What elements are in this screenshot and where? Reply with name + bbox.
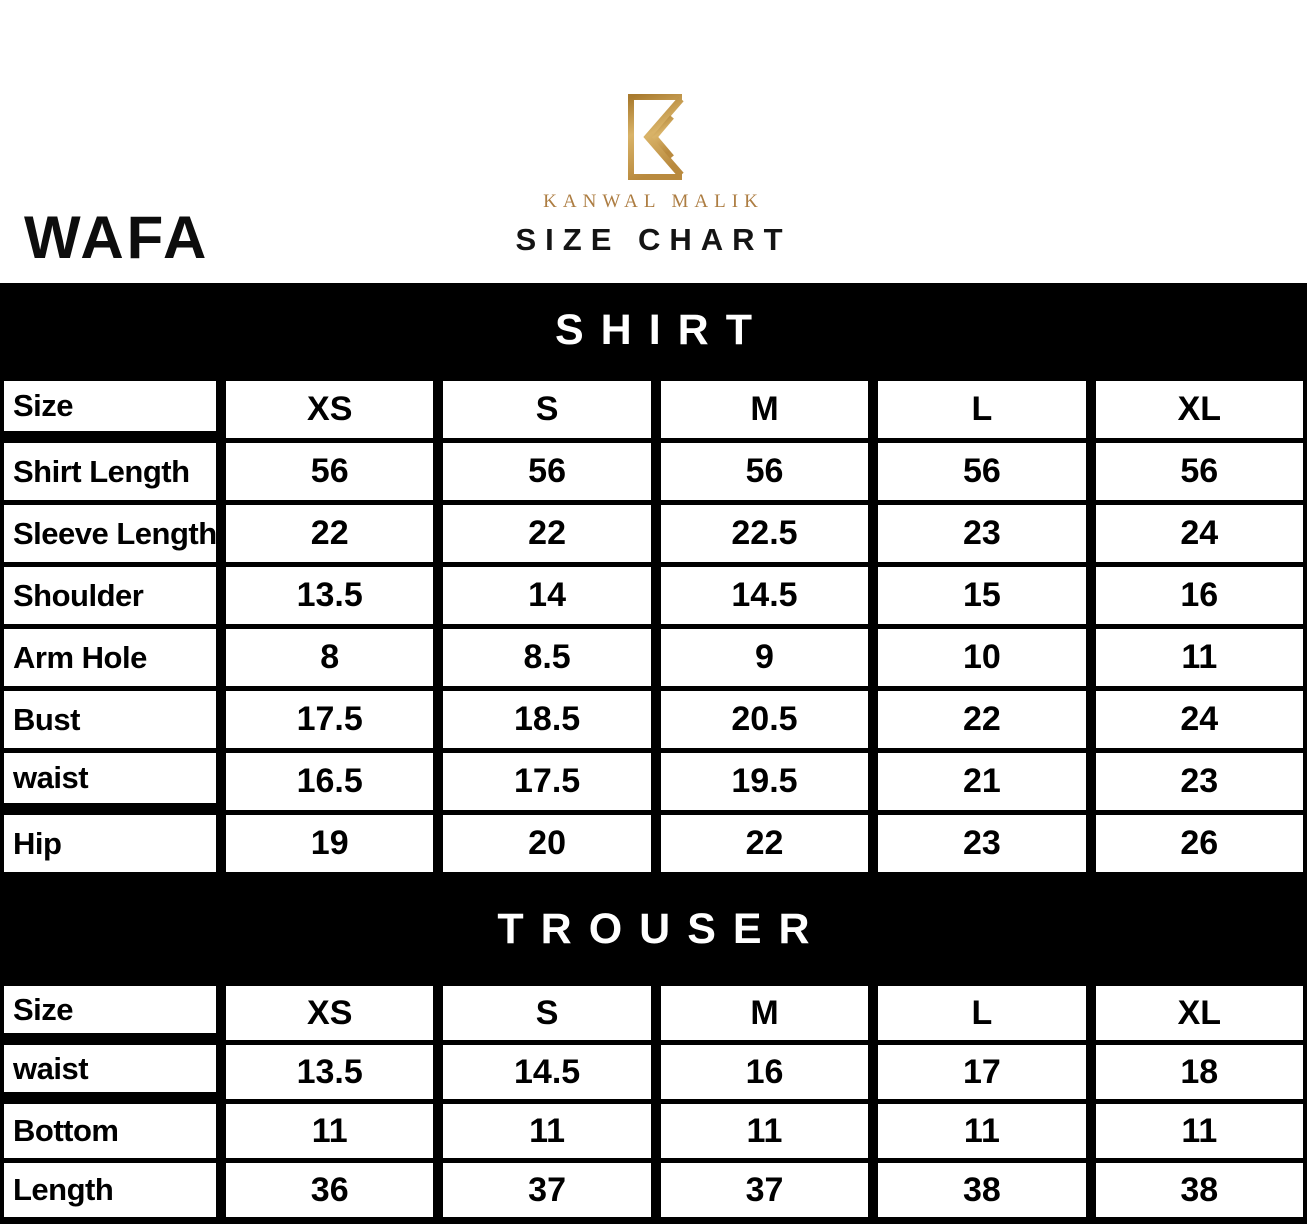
shirt-cell: 17.5: [226, 691, 434, 748]
brand-logo-block: KANWAL MALIK SIZE CHART: [424, 90, 884, 258]
trouser-cell: 18: [1095, 1045, 1303, 1099]
shirt-cell: 17.5: [443, 753, 651, 810]
shirt-row-label: Sleeve Length: [4, 505, 216, 562]
header: WAFA: [0, 0, 1307, 283]
trouser-header-s: S: [443, 986, 651, 1040]
trouser-cell: 16: [660, 1045, 869, 1099]
shirt-row-label: Hip: [4, 815, 216, 872]
shirt-cell: 56: [1095, 443, 1303, 500]
brand-name: KANWAL MALIK: [543, 191, 764, 212]
shirt-cell: 14.5: [660, 567, 869, 624]
shirt-header-l: L: [878, 381, 1086, 438]
shirt-cell: 16: [1095, 567, 1303, 624]
shirt-cell: 26: [1095, 815, 1303, 872]
trouser-section-title: TROUSER: [497, 904, 827, 953]
shirt-header-s: S: [443, 381, 651, 438]
trouser-cell: 11: [878, 1104, 1086, 1158]
shirt-cell: 16.5: [226, 753, 434, 810]
trouser-cell: 11: [443, 1104, 651, 1158]
trouser-row-label: waist: [4, 1045, 216, 1099]
shirt-cell: 8.5: [443, 629, 651, 686]
trouser-cell: 13.5: [226, 1045, 434, 1099]
shirt-header-xs: XS: [226, 381, 434, 438]
shirt-header-xl: XL: [1095, 381, 1303, 438]
trouser-cell: 37: [443, 1163, 651, 1217]
shirt-cell: 23: [1095, 753, 1303, 810]
shirt-cell: 23: [878, 815, 1086, 872]
shirt-cell: 56: [660, 443, 869, 500]
shirt-cell: 24: [1095, 691, 1303, 748]
shirt-cell: 22: [878, 691, 1086, 748]
trouser-cell: 36: [226, 1163, 434, 1217]
shirt-cell: 22: [660, 815, 869, 872]
shirt-section-title: SHIRT: [555, 306, 769, 354]
shirt-cell: 56: [443, 443, 651, 500]
product-title: WAFA: [24, 204, 210, 271]
shirt-cell: 19: [226, 815, 434, 872]
shirt-cell: 10: [878, 629, 1086, 686]
shirt-header-m: M: [660, 381, 869, 438]
shirt-cell: 22.5: [660, 505, 869, 562]
shirt-row-label: Bust: [4, 691, 216, 748]
shirt-cell: 8: [226, 629, 434, 686]
trouser-size-table: Size XS S M L XL waist 13.5 14.5 16 17 1…: [0, 983, 1307, 1224]
shirt-cell: 23: [878, 505, 1086, 562]
shirt-cell: 22: [443, 505, 651, 562]
shirt-cell: 22: [226, 505, 434, 562]
trouser-header-l: L: [878, 986, 1086, 1040]
trouser-header-m: M: [660, 986, 869, 1040]
trouser-cell: 17: [878, 1045, 1086, 1099]
shirt-cell: 9: [660, 629, 869, 686]
shirt-cell: 20: [443, 815, 651, 872]
shirt-cell: 20.5: [660, 691, 869, 748]
page-subtitle: SIZE CHART: [515, 222, 792, 257]
trouser-cell: 38: [1095, 1163, 1303, 1217]
shirt-row-label: waist: [4, 753, 216, 810]
shirt-row-label: Shoulder: [4, 567, 216, 624]
shirt-cell: 21: [878, 753, 1086, 810]
trouser-header-size: Size: [4, 986, 216, 1040]
shirt-header-size: Size: [4, 381, 216, 438]
shirt-cell: 56: [878, 443, 1086, 500]
shirt-cell: 18.5: [443, 691, 651, 748]
trouser-cell: 11: [226, 1104, 434, 1158]
trouser-cell: 14.5: [443, 1045, 651, 1099]
shirt-cell: 11: [1095, 629, 1303, 686]
trouser-section-banner: TROUSER: [0, 875, 1307, 983]
shirt-section-banner: SHIRT: [0, 283, 1307, 378]
trouser-row-label: Bottom: [4, 1104, 216, 1158]
trouser-cell: 11: [1095, 1104, 1303, 1158]
trouser-header-xl: XL: [1095, 986, 1303, 1040]
shirt-cell: 19.5: [660, 753, 869, 810]
kanwal-malik-k-monogram-icon: [424, 90, 884, 184]
shirt-cell: 15: [878, 567, 1086, 624]
shirt-size-table: Size XS S M L XL Shirt Length 56 56 56 5…: [0, 378, 1307, 875]
trouser-row-label: Length: [4, 1163, 216, 1217]
shirt-row-label: Arm Hole: [4, 629, 216, 686]
trouser-cell: 38: [878, 1163, 1086, 1217]
shirt-cell: 56: [226, 443, 434, 500]
trouser-cell: 11: [660, 1104, 869, 1158]
shirt-cell: 14: [443, 567, 651, 624]
trouser-header-xs: XS: [226, 986, 434, 1040]
trouser-cell: 37: [660, 1163, 869, 1217]
shirt-cell: 13.5: [226, 567, 434, 624]
shirt-cell: 24: [1095, 505, 1303, 562]
shirt-row-label: Shirt Length: [4, 443, 216, 500]
